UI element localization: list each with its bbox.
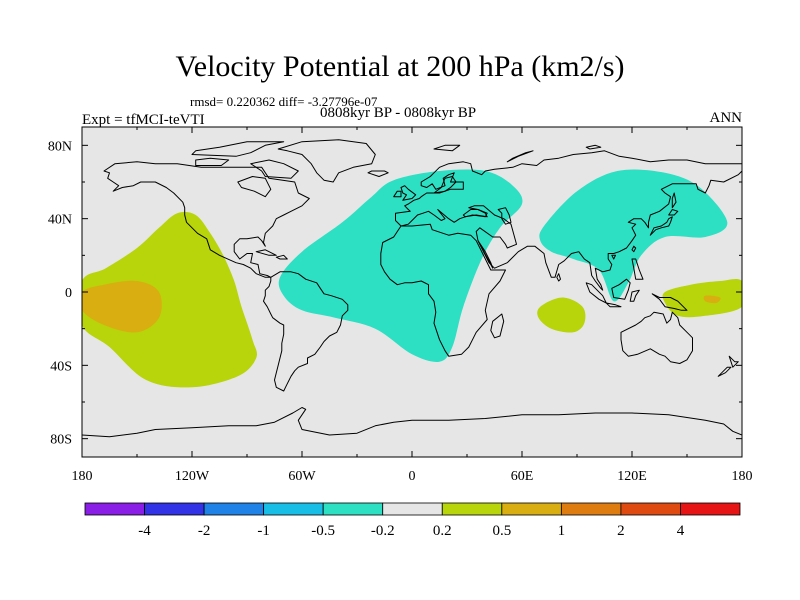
coastline-arabian-coast — [477, 240, 494, 269]
colorbar-swatch — [620, 502, 681, 516]
colorbar-label: 4 — [677, 523, 685, 539]
lat-tick-label: 0 — [65, 286, 72, 301]
coastline-madagascar — [490, 313, 505, 339]
coastline-borneo — [611, 278, 631, 300]
coastline-victoria-island — [195, 157, 230, 166]
contour-region-asia — [539, 169, 728, 302]
coastline-sakhalin — [671, 192, 677, 209]
coastline-new-guinea — [651, 293, 688, 311]
colorbar-swatch — [322, 502, 384, 516]
coastline-new-zealand-north — [728, 355, 739, 368]
colorbar-label: 0.2 — [433, 523, 452, 539]
colorbar-label: -1 — [257, 523, 270, 539]
coastline-caspian-sea — [497, 207, 512, 225]
coastline-hispaniola — [275, 254, 288, 260]
colorbar-label: -2 — [198, 523, 211, 539]
coastline-arctic-islands — [191, 141, 285, 157]
rmsd-stats: rmsd= 0.220362 diff= -3.27796e-07 — [190, 94, 378, 109]
lat-tick-label: 80N — [48, 139, 72, 154]
colorbar-swatch — [680, 502, 741, 516]
coastline-north-america — [103, 161, 310, 278]
plot-title: Velocity Potential at 200 hPa (km2/s) — [175, 50, 625, 83]
lat-tick-label: 80S — [50, 433, 72, 448]
coastline-south-america — [263, 271, 349, 392]
colorbar-label: -4 — [138, 523, 151, 539]
coastline-sri-lanka — [556, 273, 561, 282]
season-label: ANN — [709, 110, 743, 126]
coastline-greenland — [277, 139, 376, 183]
coastline-philippines — [631, 258, 644, 280]
colorbar-swatch — [382, 502, 443, 516]
coastline-baltic-sea — [433, 176, 457, 194]
lat-tick-label: 40S — [50, 359, 72, 374]
coastline-hokkaido — [668, 209, 679, 216]
lon-tick-label: 120W — [175, 469, 210, 484]
colorbar-label: 2 — [617, 523, 625, 539]
colorbar-swatch — [84, 502, 145, 516]
coastline-black-sea — [462, 209, 488, 218]
colorbar-swatch — [501, 502, 562, 516]
coastline-novaya-zemlya — [506, 150, 534, 163]
coastline-sulawesi — [629, 289, 640, 302]
colorbar-label: 0.5 — [492, 523, 511, 539]
lon-tick-label: 60W — [288, 469, 316, 484]
coastline-hainan — [611, 254, 616, 260]
coastline-japan — [649, 216, 673, 236]
colorbar: -4 -2 -1 -0.5 -0.2 0.2 0.5 1 2 4 — [84, 502, 741, 539]
contour-region-western-pacific-core — [703, 295, 721, 304]
coastline-africa — [380, 223, 506, 357]
coastline-taiwan — [631, 245, 637, 253]
lon-tick-label: 60E — [511, 469, 534, 484]
coastline-iceland — [367, 170, 389, 177]
lon-tick-label: 0 — [409, 469, 416, 484]
coastline-severnaya-zemlya — [585, 144, 602, 150]
coastline-antarctica — [82, 407, 742, 438]
colorbar-swatch — [203, 502, 265, 516]
colorbar-swatch — [560, 502, 622, 516]
coastline-java — [605, 302, 622, 308]
coastline-hudson-bay — [237, 176, 272, 198]
coastline-baffin-island — [250, 159, 299, 179]
coastline-layer — [82, 139, 742, 438]
lon-tick-label: 180 — [72, 469, 93, 484]
coastline-ireland — [393, 190, 402, 198]
lon-tick-label: 120E — [617, 469, 647, 484]
coastline-great-britain — [400, 185, 417, 201]
contour-region-indian-ocean — [537, 297, 586, 333]
lat-tick-label: 40N — [48, 213, 72, 228]
colorbar-swatch — [263, 502, 324, 516]
coastline-australia — [620, 311, 693, 364]
contour-region-central-pacific — [82, 211, 257, 388]
coastline-cuba — [255, 249, 277, 256]
coastline-new-zealand-south — [717, 366, 732, 377]
coastline-eurasia — [395, 150, 742, 291]
period-label: 0808kyr BP - 0808kyr BP — [320, 105, 477, 121]
contour-region-central-pacific-core — [82, 280, 162, 333]
colorbar-label: 1 — [558, 523, 566, 539]
colorbar-label: -0.2 — [371, 523, 395, 539]
colorbar-label: -0.5 — [311, 523, 335, 539]
colorbar-swatch — [144, 502, 205, 516]
coastline-svalbard — [433, 144, 461, 152]
colorbar-swatch — [441, 502, 503, 516]
experiment-label: Expt = tfMCI-teVTI — [82, 112, 205, 128]
contour-region-western-pacific — [662, 278, 742, 318]
lon-tick-label: 180 — [732, 469, 753, 484]
